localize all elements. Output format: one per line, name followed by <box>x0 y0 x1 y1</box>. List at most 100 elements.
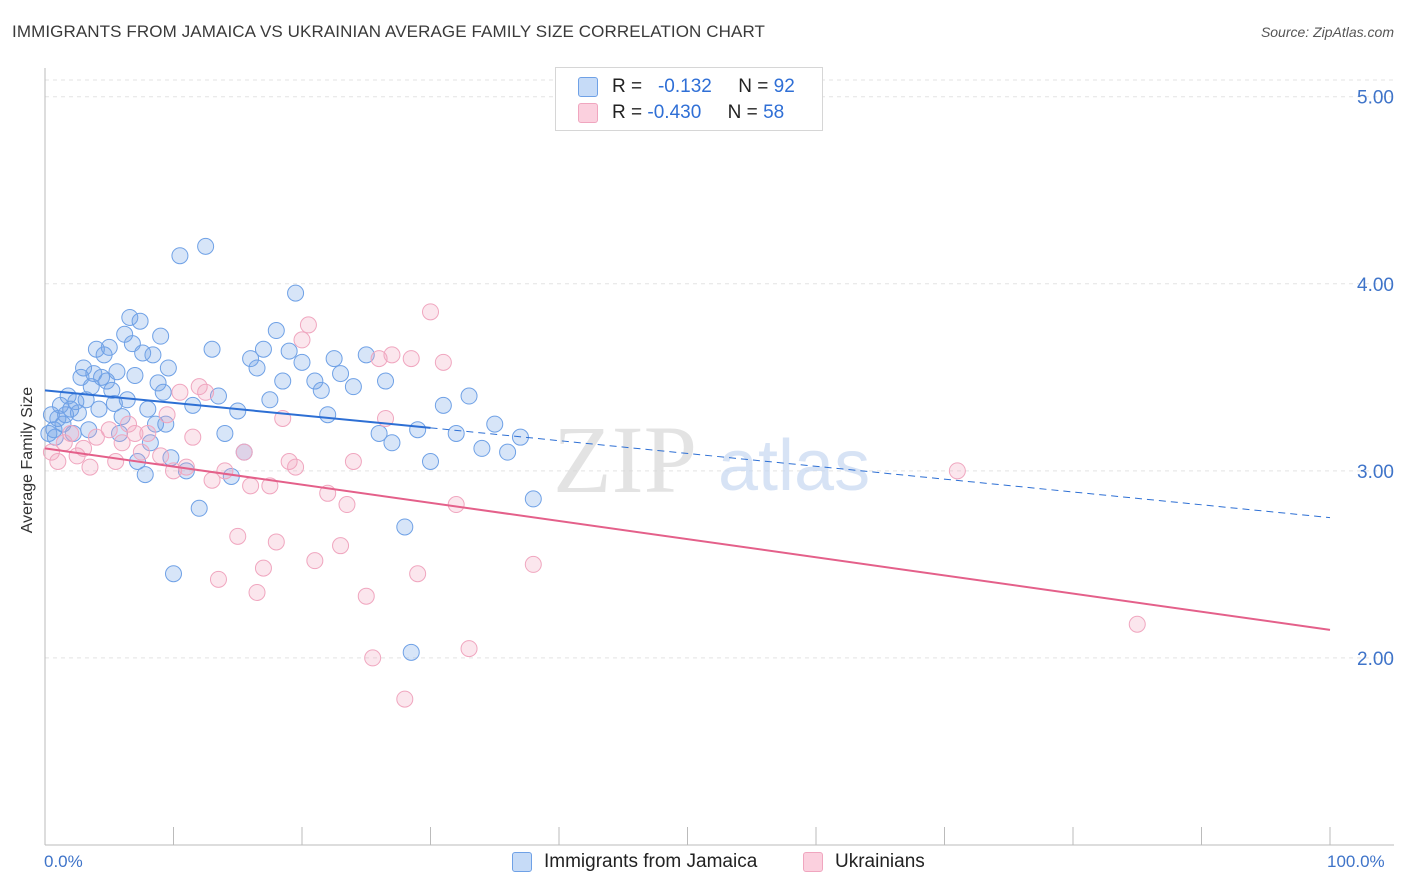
data-point <box>235 443 253 461</box>
data-point <box>524 490 542 508</box>
stats-legend: R = -0.132 N = 92 R = -0.430 N = 58 <box>555 67 823 131</box>
data-point <box>121 308 139 326</box>
data-point <box>332 365 350 383</box>
bottom-legend-label-jamaica: Immigrants from Jamaica <box>544 851 758 872</box>
data-point <box>132 443 150 461</box>
data-point <box>139 424 157 442</box>
data-point <box>402 643 420 661</box>
data-point <box>396 690 414 708</box>
y-tick-label: 4.00 <box>1357 275 1394 296</box>
data-point <box>75 359 93 377</box>
data-point <box>171 247 189 265</box>
y-axis-label: Average Family Size <box>19 386 36 534</box>
data-point <box>293 331 311 349</box>
data-point <box>154 383 172 401</box>
y-tick-label: 2.00 <box>1357 649 1394 670</box>
data-point <box>383 434 401 452</box>
data-point <box>447 424 465 442</box>
data-point <box>267 322 285 340</box>
legend-n-value: 92 <box>773 76 795 97</box>
data-point <box>126 366 144 384</box>
data-point <box>90 400 108 418</box>
trend-line-ukrainians <box>44 447 1331 631</box>
data-point <box>113 434 131 452</box>
data-point <box>344 453 362 470</box>
data-point <box>280 453 298 470</box>
data-point <box>134 344 152 362</box>
x-tick-right: 100.0% <box>1327 852 1385 871</box>
legend-swatch-blue <box>578 77 598 97</box>
data-point <box>338 496 356 514</box>
data-point <box>136 466 154 484</box>
data-point <box>190 378 208 396</box>
data-point <box>152 327 170 345</box>
data-point <box>422 453 439 470</box>
legend-swatch-pink <box>578 103 598 123</box>
trend-layer <box>44 389 1331 631</box>
data-point <box>120 415 138 433</box>
data-point <box>100 338 118 356</box>
legend-row-ukrainians: R = -0.430 N = 58 <box>578 102 784 124</box>
trend-line-jamaica <box>44 389 431 429</box>
data-point <box>209 387 227 405</box>
data-point <box>107 453 125 470</box>
data-point <box>370 424 388 442</box>
data-point <box>422 303 439 321</box>
data-point <box>229 527 247 545</box>
data-point <box>402 350 420 368</box>
data-point <box>81 458 99 476</box>
data-point <box>1128 615 1146 633</box>
data-point <box>306 372 324 390</box>
data-point <box>280 342 298 360</box>
data-point <box>409 421 427 439</box>
data-point <box>85 365 103 383</box>
data-point <box>274 372 292 390</box>
data-point <box>312 381 330 399</box>
data-point <box>377 372 395 390</box>
legend-n-value: 58 <box>763 102 785 123</box>
axis-layer <box>44 68 1394 846</box>
data-point <box>190 499 208 517</box>
legend-r-label: R = <box>612 76 643 97</box>
bottom-legend-ukrainians: Ukrainians <box>803 851 925 873</box>
data-point <box>87 428 105 446</box>
chart-source: Source: ZipAtlas.com <box>1260 24 1394 40</box>
y-tick-label: 5.00 <box>1357 88 1394 109</box>
y-tick-labels: 2.00 3.00 4.00 5.00 <box>1357 88 1394 670</box>
data-point <box>159 359 177 377</box>
data-point <box>293 353 311 371</box>
data-point <box>357 587 375 605</box>
data-point <box>254 559 272 577</box>
data-point <box>524 555 542 573</box>
data-point <box>158 406 176 424</box>
data-point <box>139 400 157 418</box>
watermark-zip: ZIP <box>553 406 697 513</box>
legend-r-value: -0.132 <box>657 76 712 97</box>
data-point <box>370 350 388 368</box>
data-point <box>49 453 67 470</box>
data-point <box>248 583 266 601</box>
data-point <box>165 565 182 583</box>
data-point <box>144 346 162 364</box>
data-point <box>105 395 123 413</box>
bottom-legend-swatch-pink <box>803 852 823 872</box>
data-point <box>948 462 966 480</box>
chart-title: IMMIGRANTS FROM JAMAICA VS UKRAINIAN AVE… <box>12 22 766 41</box>
data-point <box>203 340 221 358</box>
data-point <box>242 350 260 368</box>
data-point <box>108 363 126 381</box>
data-point <box>216 462 234 480</box>
data-point <box>306 552 324 570</box>
data-point <box>287 458 305 476</box>
data-point <box>216 424 234 442</box>
data-point <box>409 565 427 583</box>
data-point <box>447 496 465 514</box>
data-point <box>248 359 266 377</box>
legend-n-label: N = <box>738 76 769 97</box>
data-point <box>197 237 215 255</box>
data-point <box>325 350 343 368</box>
data-point <box>131 312 149 330</box>
data-point <box>100 421 118 439</box>
trend-line-jamaica-extension <box>430 427 1331 519</box>
data-point <box>499 443 517 461</box>
